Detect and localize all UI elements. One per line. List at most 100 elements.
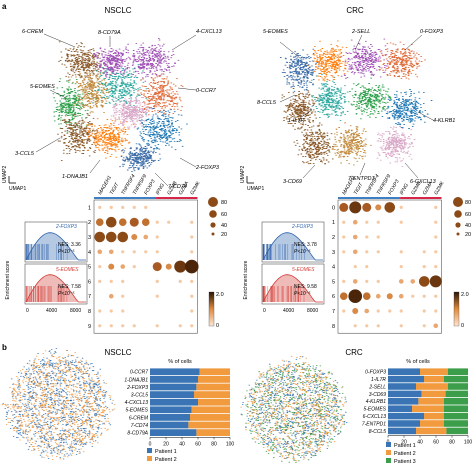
dotplot-dot [167,220,171,224]
dotplot-dot [365,279,369,283]
umap-cell-cluster [279,48,321,95]
umap-cell-cluster [347,77,392,120]
dotplot-dot [132,250,136,254]
bar-row-label: 4-KLRB1 [366,399,387,405]
dotplot-dot [117,231,129,243]
dotplot-cluster-label: 5 [332,279,335,285]
umap-cell-cluster [376,126,416,167]
dotplot-dot [178,324,182,328]
dotplot-dot [121,309,125,313]
crc-label-5-eomes: 5-EOMES [263,29,288,35]
dotplot-dot [422,324,426,328]
dotplot-dot [132,324,136,328]
dotplot-dot [98,265,102,269]
dotplot-dot [342,220,346,224]
bar-segment [416,383,448,390]
bar-row-label: 0-CCR7 [130,370,148,376]
bar-x-tick-label: 80 [449,440,455,446]
dotplot-dot [399,205,403,209]
gsea-line [25,232,86,261]
bar-x-tick-label: 40 [417,440,423,446]
bar-segment [448,368,468,375]
dotplot-cluster-label: 2 [332,235,335,241]
dotplot-cluster-label: 7 [332,309,335,315]
umap-cell-cluster [378,41,426,80]
dotplot-dot [365,220,369,224]
bar-segment [388,405,412,412]
bar-x-tick-label: 20 [163,441,169,447]
bar-segment [418,398,444,405]
crc-gsea-bottom-name: 5-EOMES [292,267,315,273]
bar-row-label: 0-FOXP3 [365,370,386,376]
dotplot-dot [376,220,380,224]
nsclc-b-title: NSCLC [104,348,131,357]
dotplot-dot [348,289,363,304]
crc-size-40-dot [455,222,461,228]
dotplot-dot [342,279,346,283]
bar-segment [444,420,468,427]
dotplot-dot [375,204,382,211]
dotplot-dot [411,294,415,298]
umap-cell-cluster [136,107,188,152]
dotplot-dot [178,279,182,283]
crc-gsea-xtick-0: 0 [263,308,266,314]
crc-legend-patient3-swatch [386,458,391,463]
bar-row-label: 2-FOXP3 [126,385,148,391]
bar-segment [150,383,197,391]
dotplot-dot [353,324,357,328]
nsclc-color-legend: 2.0 0 [208,291,224,329]
dotplot-cluster-label: 6 [88,279,91,285]
crc-color-min: 0 [461,323,464,329]
nsclc-label-2-foxp3: 2-FOXP3 [195,165,220,171]
bar-segment [412,405,444,412]
bar-segment [388,383,416,390]
dotplot-cyto-bar [400,197,442,199]
nsclc-gsea-xtick-8000: 8000 [70,308,81,314]
dotplot-dot [97,249,103,255]
gsea-area [263,232,323,260]
bar-segment [199,368,230,376]
crc-legend-patient2: Patient 2 [394,451,416,457]
panel-label-b: b [2,343,7,352]
crc-gsea-top-curve [262,232,323,261]
bar-segment [150,391,194,398]
crc-label-1-il7r: 1-IL7R [288,118,305,124]
nsclc-size-20-dot [211,232,215,236]
bar-segment [448,383,468,390]
crc-gsea: Enrichment score 2-FOXP3 NES: 3.78 P<10⁻… [243,221,325,314]
nsclc-color-max: 2.0 [216,292,224,298]
umap-cell-cluster [134,73,184,116]
umap-cell-cluster [119,143,162,172]
crc-title: CRC [346,6,364,15]
dotplot-dot [105,231,117,243]
dotplot-dot [190,250,194,254]
dotplot-dot [388,309,392,313]
dotplot-cluster-label: 1 [88,205,91,211]
dotplot-dot [342,235,346,239]
crc-label-7-entpd1: 7-ENTPD1 [348,176,375,182]
dotplot-dot [399,220,403,224]
bar-segment [190,414,230,421]
nsclc-gsea-ylabel: Enrichment score [5,260,11,299]
crc-patient-umap [240,356,348,463]
dotplot-dot [108,249,114,255]
bar-segment [388,420,420,427]
crc-gsea-bottom-nes: NES: 9.58 [294,284,317,290]
bar-row-label: 2-SELL [368,384,386,390]
dotplot-dot [118,218,127,226]
dotplot-gene-label: TIGIT [109,181,121,196]
crc-size-20: 20 [465,232,471,238]
umap-cell-cluster [86,117,135,159]
crc-gsea-xtick-4000: 4000 [283,308,294,314]
nsclc-size-60: 60 [221,212,227,218]
gsea-area [26,232,86,260]
bar-row-label: 8-CCL5 [369,429,386,435]
dotplot-dot [422,265,426,269]
dotplot-dot [109,324,113,328]
dotplot-dot [410,279,416,284]
crc-legend-patient1-swatch [386,442,391,447]
nsclc-legend-patient1-swatch [147,448,152,453]
dotplot-cluster-label: 4 [332,265,335,271]
dotplot-cluster-label: 0 [332,205,335,211]
